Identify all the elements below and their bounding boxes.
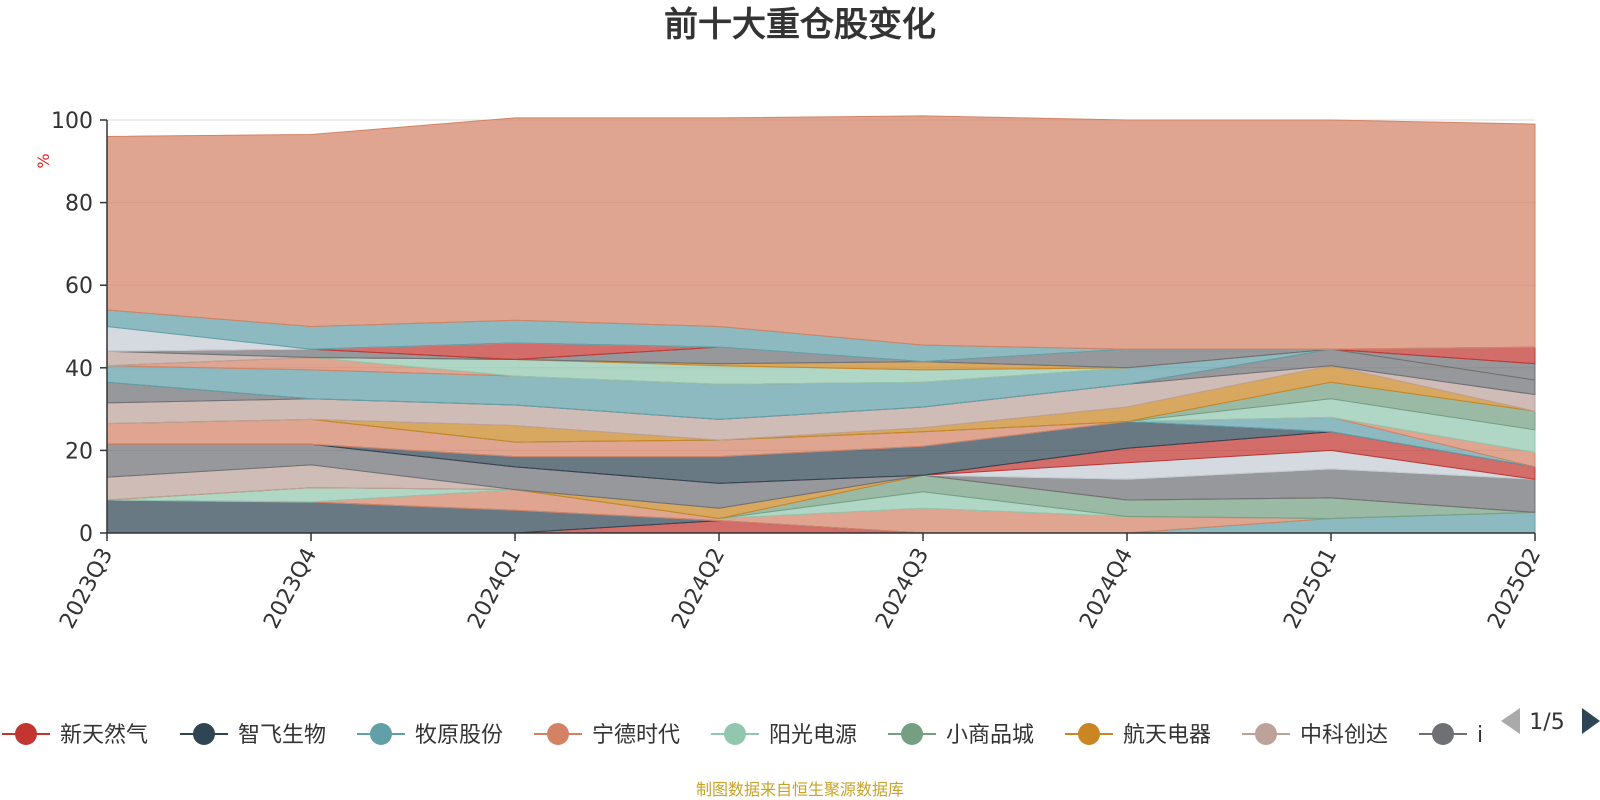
- x-tick-label: 2025Q2: [1483, 544, 1546, 633]
- triangle-left-icon[interactable]: [1501, 708, 1520, 734]
- y-tick-label: 100: [51, 109, 93, 134]
- legend-circle-icon: [901, 723, 923, 745]
- legend-circle-icon: [15, 723, 37, 745]
- legend-circle-icon: [1255, 723, 1277, 745]
- legend-label: 阳光电源: [769, 723, 857, 748]
- area-series: [106, 115, 1536, 350]
- legend-circle-icon: [724, 723, 746, 745]
- x-tick-label: 2023Q4: [259, 544, 322, 633]
- legend-label: 航天电器: [1123, 723, 1211, 748]
- legend-item[interactable]: 小商品城: [888, 723, 1034, 748]
- triangle-right-icon[interactable]: [1582, 708, 1600, 734]
- legend-label: 牧原股份: [415, 723, 503, 748]
- legend-item[interactable]: 智飞生物: [180, 723, 326, 748]
- legend-circle-icon: [1432, 723, 1454, 745]
- legend-label: 中科创达: [1300, 723, 1388, 748]
- x-tick-label: 2024Q1: [463, 544, 526, 633]
- x-tick-label: 2023Q3: [55, 544, 118, 633]
- x-tick-label: 2024Q4: [1075, 544, 1138, 633]
- y-tick-label: 40: [65, 357, 93, 382]
- legend-page-indicator: 1/5: [1529, 710, 1564, 735]
- legend-circle-icon: [1078, 723, 1100, 745]
- legend-pager: 1/5: [1501, 708, 1600, 735]
- x-tick-label: 2025Q1: [1279, 544, 1342, 633]
- legend-label: 宁德时代: [592, 723, 680, 748]
- x-tick-label: 2024Q3: [871, 544, 934, 633]
- legend-label: 智飞生物: [238, 723, 326, 748]
- legend-label: 新天然气: [60, 723, 148, 748]
- legend-item[interactable]: 中科创达: [1242, 723, 1388, 748]
- legend-circle-icon: [547, 723, 569, 745]
- legend: 新天然气 智飞生物 牧原股份 宁德时代 阳光电源 小商品城 航天电器 中科创达 i: [2, 723, 1483, 748]
- x-tick-labels: 2023Q3 2023Q4 2024Q1 2024Q2 2024Q3 2024Q4 2025…: [55, 544, 1546, 633]
- legend-item[interactable]: 宁德时代: [534, 723, 680, 748]
- legend-item[interactable]: 新天然气: [2, 723, 148, 748]
- legend-item[interactable]: 牧原股份: [357, 723, 503, 748]
- y-tick-labels: 0 20 40 60 80 100: [51, 109, 93, 547]
- y-axis-unit-label: %: [34, 153, 53, 168]
- legend-circle-icon: [370, 723, 392, 745]
- legend-label: 小商品城: [946, 723, 1034, 748]
- y-tick-label: 80: [65, 192, 93, 217]
- y-tick-label: 0: [79, 522, 93, 547]
- legend-item[interactable]: 阳光电源: [711, 723, 857, 748]
- chart-title: 前十大重仓股变化: [664, 5, 936, 45]
- y-tick-label: 20: [65, 439, 93, 464]
- data-source-note: 制图数据来自恒生聚源数据库: [696, 780, 904, 799]
- axes: [100, 119, 1536, 541]
- y-tick-label: 60: [65, 274, 93, 299]
- legend-item[interactable]: i: [1419, 723, 1483, 748]
- legend-label: i: [1477, 723, 1483, 748]
- x-tick-label: 2024Q2: [667, 544, 730, 633]
- legend-circle-icon: [193, 723, 215, 745]
- legend-item[interactable]: 航天电器: [1065, 723, 1211, 748]
- area-series-layer: [106, 115, 1536, 534]
